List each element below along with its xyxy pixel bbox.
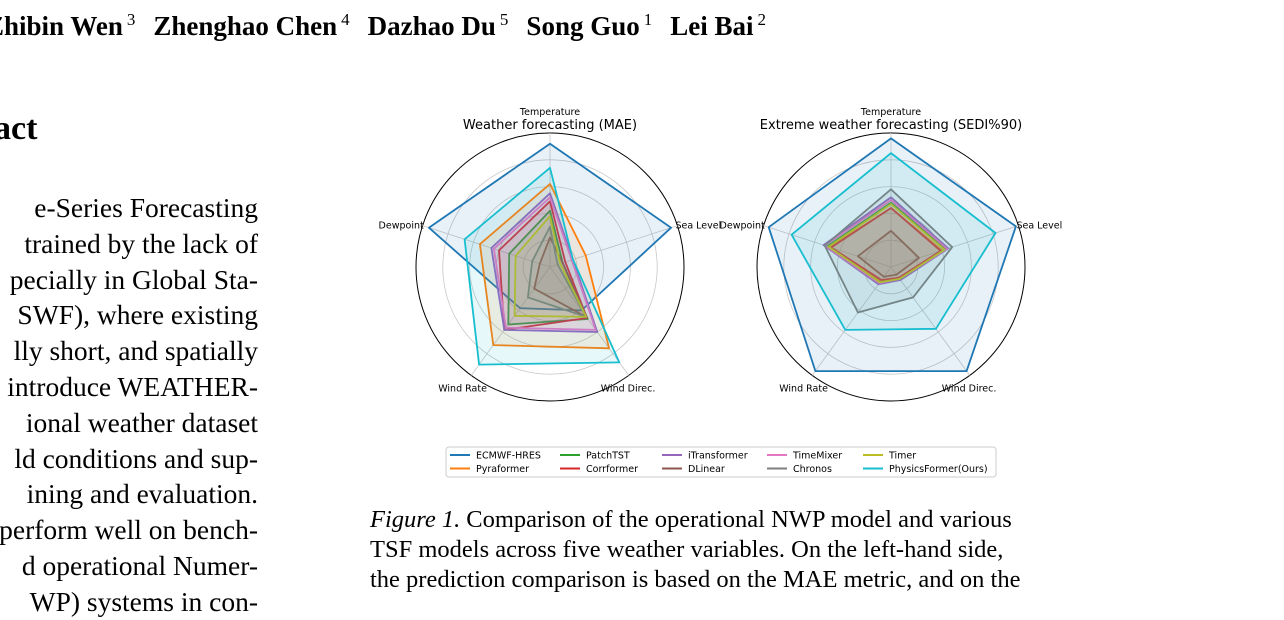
abstract-line: ld conditions and sup- xyxy=(14,442,258,474)
radar-chart-mae: Weather forecasting (MAE)Temperature Sea … xyxy=(379,108,721,402)
series-polygon xyxy=(823,188,954,314)
abstract-line: introduce WEATHER- xyxy=(7,370,258,402)
radar-chart-sedi: Extreme weather forecasting (SEDI%90)Tem… xyxy=(720,108,1062,402)
chart-title: Weather forecasting (MAE) xyxy=(463,118,637,133)
series-polygon xyxy=(513,215,588,318)
series-polygon xyxy=(827,203,946,284)
legend-entry: TimeMixer xyxy=(792,451,842,462)
abstract-line: lly short, and spatially xyxy=(13,335,258,367)
legend-entry: ECMWF-HRES xyxy=(476,451,541,462)
legend-entry: PhysicsFormer(Ours) xyxy=(889,464,988,475)
section-title: act xyxy=(0,110,38,147)
series-polygon xyxy=(498,200,588,331)
series-polygon xyxy=(493,196,597,331)
abstract-line: ional weather dataset xyxy=(25,406,258,438)
axis-spoke xyxy=(422,225,551,268)
abstract-text: e-Series Forecasting trained by the lack … xyxy=(0,190,258,620)
axis-spoke xyxy=(890,266,971,376)
series-polygon xyxy=(479,183,611,350)
series-polygon xyxy=(463,166,621,366)
abstract-line: WP) systems in con- xyxy=(29,585,258,617)
axis-label: Dewpoint xyxy=(720,221,765,232)
legend-entry: iTransformer xyxy=(688,451,748,462)
series-polygon xyxy=(533,236,588,318)
series-polygon xyxy=(526,225,588,318)
abstract-line: SWF), where existing xyxy=(17,299,258,331)
abstract-line: ining and evaluation. xyxy=(26,478,258,510)
series-polygon xyxy=(790,152,997,331)
author-name: Lei Bai 2 xyxy=(670,10,767,41)
legend-entry: DLinear xyxy=(688,464,725,475)
axis-label: Temperature xyxy=(860,108,921,118)
axis-spoke xyxy=(549,266,630,376)
author-affiliation: 1 xyxy=(643,10,653,29)
abstract-line: e-Series Forecasting xyxy=(34,192,258,223)
caption-line: TSF models across five weather variables… xyxy=(370,535,1080,565)
author-affiliation: 5 xyxy=(499,10,509,29)
abstract-line: trained by the lack of xyxy=(24,227,258,259)
author-affiliation: 4 xyxy=(341,10,350,29)
axis-label: Wind Rate xyxy=(779,383,828,394)
caption-text: the prediction comparison is based on th… xyxy=(370,566,1021,593)
author-affiliation: 2 xyxy=(757,10,767,29)
axis-label: Sea Level xyxy=(1016,221,1062,232)
axis-spoke xyxy=(470,266,551,376)
axis-label: Wind Direc. xyxy=(601,383,656,394)
figure-caption: Figure 1. Comparison of the operational N… xyxy=(370,505,1080,595)
axis-label: Sea Level xyxy=(675,221,721,232)
abstract-line: pecially in Global Sta- xyxy=(9,263,258,295)
author-name: Song Guo 1 xyxy=(526,10,653,41)
author-name: Dazhao Du 5 xyxy=(367,10,509,41)
axis-label: Dewpoint xyxy=(379,221,424,232)
caption-line: Figure 1. Comparison of the operational N… xyxy=(370,505,1080,535)
legend-entry: Timer xyxy=(888,451,916,462)
caption-text: Comparison of the operational NWP model … xyxy=(466,506,1012,533)
axis-label: Wind Rate xyxy=(438,383,487,394)
axis-label: Wind Direc. xyxy=(942,383,997,394)
abstract-line: perform well on bench- xyxy=(0,514,258,546)
series-polygon xyxy=(767,137,1017,373)
caption-label: Figure 1. xyxy=(370,506,461,533)
author-name: Zhenghao Chen 4 xyxy=(153,10,350,41)
series-polygon xyxy=(856,229,920,278)
legend-box xyxy=(445,446,997,478)
legend-entry: Pyraformer xyxy=(476,464,529,475)
legend-entry: PatchTST xyxy=(586,451,630,462)
caption-line: the prediction comparison is based on th… xyxy=(370,565,1080,595)
chart-title: Extreme weather forecasting (SEDI%90) xyxy=(760,118,1022,133)
legend-entry: Corrformer xyxy=(586,464,638,475)
legend-entry: Chronos xyxy=(793,464,832,475)
radar-figure: Weather forecasting (MAE)TemperatureSea … xyxy=(379,108,1062,478)
axis-spoke xyxy=(890,225,1019,268)
abstract-line: d operational Numer- xyxy=(21,549,258,581)
caption-text: TSF models across five weather variables… xyxy=(370,536,1004,563)
axis-spoke xyxy=(811,266,892,376)
axis-label: Temperature xyxy=(519,108,580,118)
author-affiliation: 3 xyxy=(126,10,136,29)
chart-legend: ECMWF-HRES Pyraformer PatchTST Corrformer iT… xyxy=(445,446,997,478)
